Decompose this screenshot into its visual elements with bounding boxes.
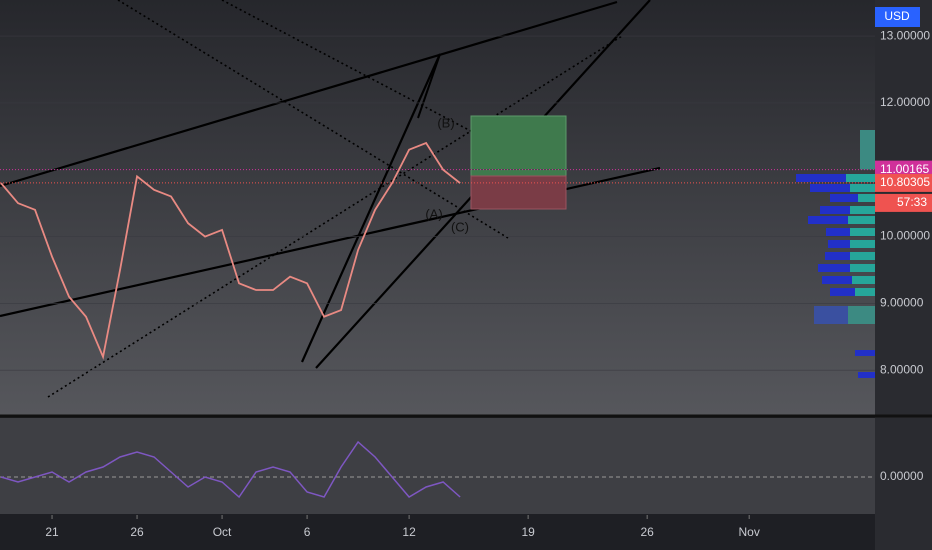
price-badge-label: 10.80305 <box>880 175 930 189</box>
wave-label: (A) <box>425 206 442 221</box>
price-badge-label: 11.00165 <box>880 162 929 176</box>
price-axis <box>875 0 932 550</box>
x-tick-label: 12 <box>402 525 416 539</box>
x-tick-label: Nov <box>739 525 760 539</box>
main-pane <box>0 0 875 415</box>
price-badge <box>875 173 932 192</box>
y-tick-label: 9.00000 <box>880 296 924 310</box>
oscillator-pane <box>0 418 875 514</box>
wave-label: (B) <box>437 115 454 130</box>
x-tick-label: 26 <box>640 525 654 539</box>
y-tick-label: 13.00000 <box>880 28 930 42</box>
y-tick-label: 12.00000 <box>880 95 930 109</box>
price-line-series <box>0 141 461 360</box>
profit-zone <box>470 115 567 177</box>
osc-tick-label: 0.00000 <box>880 469 924 483</box>
currency-badge <box>875 7 920 27</box>
loss-zone <box>470 175 567 210</box>
countdown-label: 57:33 <box>897 195 927 209</box>
wave-line <box>417 53 441 119</box>
y-tick-label: 8.00000 <box>880 362 924 376</box>
x-tick-label: 26 <box>130 525 144 539</box>
currency-label: USD <box>884 9 910 23</box>
oscillator-line <box>0 440 461 499</box>
wave-label: (C) <box>451 219 469 234</box>
volume-profile <box>796 130 875 378</box>
dotted-lines <box>47 0 623 398</box>
x-tick-label: 19 <box>521 525 535 539</box>
x-tick-label: 21 <box>45 525 59 539</box>
countdown-badge <box>875 193 932 212</box>
y-tick-label: 10.00000 <box>880 229 930 243</box>
x-tick-label: Oct <box>213 525 232 539</box>
x-tick-label: 6 <box>304 525 311 539</box>
